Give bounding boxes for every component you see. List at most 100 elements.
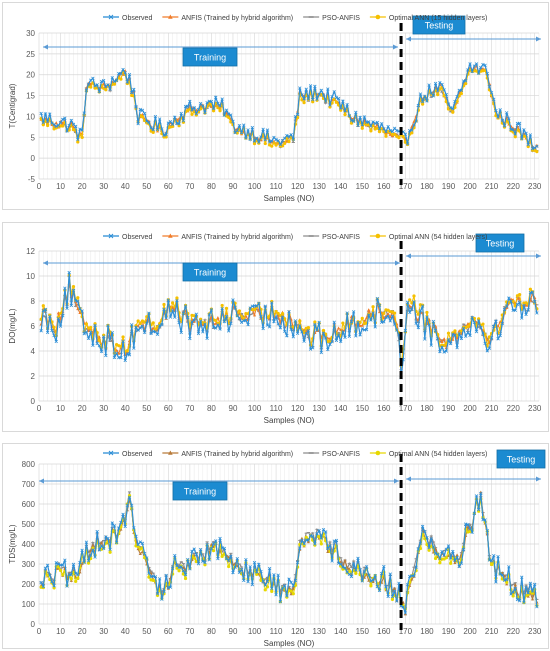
observed-series-point — [198, 319, 203, 323]
observed-series-point — [341, 99, 345, 103]
observed-series-point — [321, 331, 326, 336]
ann-series-point — [86, 561, 91, 565]
observed-series-point — [263, 137, 267, 142]
y-tick-label: 8 — [31, 297, 36, 306]
observed-series-point — [360, 327, 364, 331]
ann-series-point — [296, 116, 300, 120]
legend-label: PSO-ANFIS — [322, 15, 360, 22]
x-tick-label: 170 — [399, 627, 413, 636]
x-tick-label: 50 — [142, 627, 151, 636]
x-tick-label: 90 — [229, 627, 238, 636]
ann-series-point — [46, 123, 50, 128]
x-tick-label: 40 — [121, 182, 130, 191]
x-tick-label: 30 — [99, 404, 108, 413]
observed-series-point — [188, 99, 192, 104]
observed-series-point — [58, 324, 63, 328]
observed-series-point — [326, 546, 330, 551]
ann-series-point — [289, 589, 293, 593]
observed-series-point — [392, 322, 397, 326]
observed-series-point — [384, 315, 388, 320]
observed-series-point — [293, 319, 298, 323]
observed-series-point — [179, 111, 183, 116]
observed-series-point — [45, 330, 50, 335]
observed-series-point — [76, 572, 80, 577]
observed-series-point — [511, 590, 515, 594]
observed-series-point — [201, 104, 205, 108]
observed-series-point — [56, 562, 61, 566]
observed-series-point — [375, 584, 380, 589]
observed-series-point — [80, 548, 84, 552]
observed-series-point — [132, 526, 136, 530]
observed-series-point — [186, 315, 190, 320]
observed-series-point — [272, 319, 276, 324]
observed-series-point — [311, 97, 315, 102]
observed-series-point — [485, 349, 489, 353]
observed-series-point — [261, 326, 265, 331]
ann-series-point — [125, 349, 129, 353]
ann-series-point — [360, 126, 364, 130]
x-tick-label: 170 — [399, 404, 413, 413]
observed-series-point — [446, 338, 451, 342]
ann-series-point — [270, 144, 274, 148]
observed-series-point — [181, 568, 186, 573]
observed-series-point — [507, 296, 511, 300]
observed-series-point — [440, 345, 444, 349]
ann-series-point — [401, 134, 405, 139]
observed-series-point — [270, 139, 274, 143]
observed-series-point — [354, 568, 358, 572]
x-tick-label: 110 — [270, 627, 283, 636]
observed-series-point — [56, 316, 61, 321]
legend-label: Optimal ANN (54 hidden layers) — [389, 451, 487, 458]
observed-series-point — [121, 67, 125, 72]
y-tick-label: 300 — [22, 560, 36, 569]
x-tick-label: 150 — [356, 627, 370, 636]
x-tick-label: 50 — [142, 404, 151, 413]
ann-series-point — [227, 564, 231, 569]
observed-series-point — [112, 524, 117, 528]
observed-series-point — [95, 529, 99, 534]
anfis-series-point — [252, 313, 257, 317]
observed-series-point — [446, 544, 451, 548]
anfis-series-point — [192, 320, 196, 323]
observed-series — [39, 62, 539, 151]
x-axis-title: Samples (NO) — [264, 639, 315, 648]
observed-series-point — [328, 342, 332, 347]
ann-series-point — [317, 534, 321, 539]
observed-series-point — [160, 322, 164, 327]
observed-series-point — [444, 349, 449, 353]
observed-series-point — [304, 331, 308, 336]
observed-series-point — [319, 88, 324, 93]
observed-series-point — [231, 570, 235, 575]
observed-series-point — [442, 350, 446, 354]
ann-series-point — [61, 573, 65, 577]
anfis-series-point — [336, 326, 341, 330]
observed-series-point — [110, 521, 114, 525]
observed-series-point — [201, 559, 205, 563]
observed-series-point — [369, 579, 373, 583]
observed-series-point — [302, 96, 306, 101]
observed-series-point — [287, 310, 291, 314]
observed-series-point — [479, 491, 483, 496]
observed-series-point — [138, 326, 142, 330]
observed-series-point — [354, 334, 358, 338]
y-tick-label: 800 — [22, 460, 36, 469]
observed-series-point — [101, 335, 106, 339]
observed-series-point — [494, 319, 498, 323]
observed-series-point — [61, 314, 65, 318]
observed-series-point — [487, 346, 492, 350]
training-label-text: Training — [194, 268, 226, 278]
observed-series-point — [507, 117, 511, 121]
observed-series-point — [349, 319, 354, 324]
observed-series-point — [474, 62, 479, 66]
observed-series-point — [425, 99, 429, 103]
ann-series-point — [237, 309, 242, 313]
observed-series-point — [127, 353, 132, 357]
observed-series-point — [45, 119, 50, 123]
anfis-series-point — [360, 323, 364, 327]
ann-series-point — [449, 561, 453, 565]
ann-series-point — [140, 115, 145, 119]
ann-series-point — [343, 113, 347, 117]
observed-series-point — [373, 573, 377, 578]
observed-series-point — [498, 108, 502, 112]
legend-entry: ANFIS (Trained by hybrid algorithm) — [162, 14, 293, 22]
